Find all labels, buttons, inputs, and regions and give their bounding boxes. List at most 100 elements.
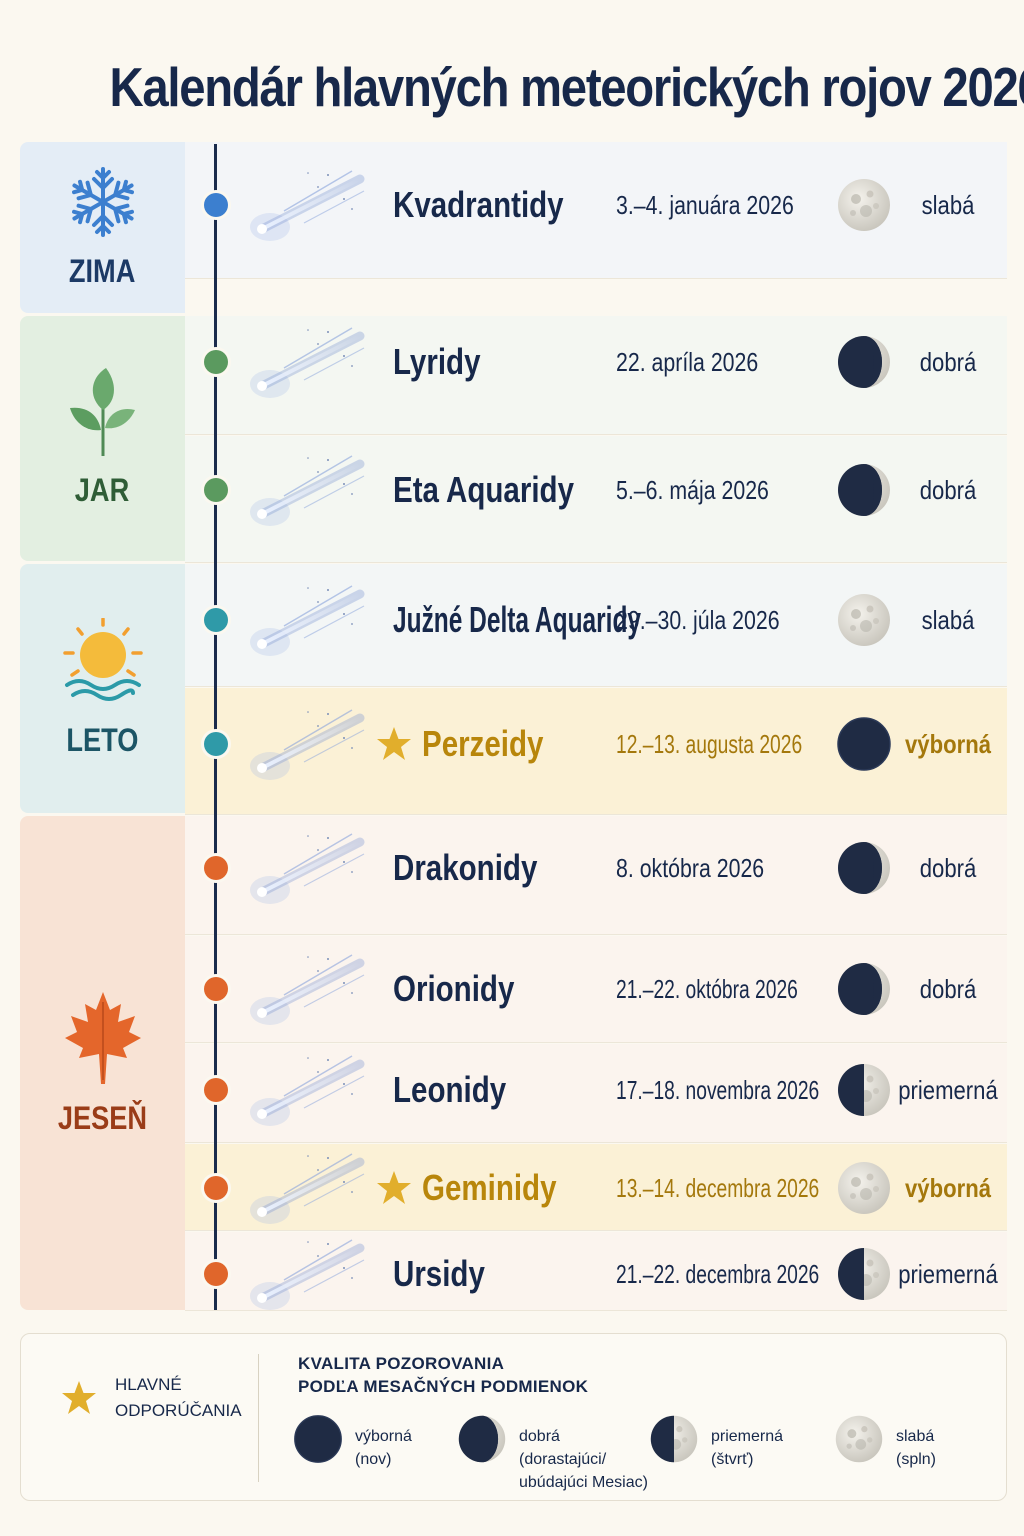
observation-quality: dobrá (919, 853, 977, 883)
moon-phase-icon (836, 1246, 892, 1302)
season-panel-jesen: JESEŇ (20, 816, 185, 1310)
shower-name: Perzeidy (422, 723, 544, 764)
new-moon-icon (294, 1415, 342, 1463)
shower-date: 5.–6. mája 2026 (616, 475, 769, 505)
legend-recommend-line2: ODPORÚČANIA (115, 1401, 242, 1420)
full-moon-icon (838, 1162, 890, 1214)
observation-quality: dobrá (919, 475, 977, 505)
timeline-dot (204, 1176, 228, 1200)
full-moon-icon (838, 594, 890, 646)
leaves-icon (69, 368, 135, 456)
legend-item-label: slabá (896, 1428, 935, 1445)
legend-heading-line1: KVALITA POZOROVANIA (298, 1354, 505, 1373)
crescent-moon-icon (838, 842, 890, 894)
meteor-icon (248, 1234, 368, 1314)
shower-date: 29.–30. júla 2026 (616, 605, 780, 635)
observation-quality: priemerná (898, 1259, 998, 1289)
timeline-dot (204, 977, 228, 1001)
legend-moon (457, 1414, 507, 1464)
legend-moon (293, 1414, 343, 1464)
shower-date: 13.–14. decembra 2026 (616, 1173, 820, 1203)
star-icon (376, 726, 412, 762)
moon-phase-icon (836, 1062, 892, 1118)
observation-quality: slabá (921, 190, 975, 220)
shower-name: Lyridy (393, 341, 481, 382)
observation-quality: slabá (921, 605, 975, 635)
moon-phase-icon (836, 177, 892, 233)
timeline-dot (204, 193, 228, 217)
moon-phase-icon (836, 961, 892, 1017)
season-panel-leto: LETO (20, 564, 185, 813)
season-label-jar: JAR (75, 472, 130, 508)
timeline-dot (204, 478, 228, 502)
legend-item-sub1: (nov) (355, 1451, 392, 1468)
timeline-dot (204, 350, 228, 374)
season-panel-jar: JAR (20, 316, 185, 561)
moon-phase-icon (836, 716, 892, 772)
legend-item-sub1: (spln) (896, 1451, 937, 1468)
shower-date: 21.–22. októbra 2026 (616, 974, 798, 1004)
maple-leaf-icon (64, 991, 141, 1084)
moon-phase-icon (836, 840, 892, 896)
legend-moon (834, 1414, 884, 1464)
season-panel-zima: ZIMA (20, 142, 185, 313)
shower-date: 21.–22. decembra 2026 (616, 1259, 820, 1289)
shower-name: Leonidy (393, 1069, 507, 1110)
sun-waves-icon (62, 618, 143, 701)
meteor-icon (248, 1050, 368, 1130)
meteor-icon (248, 949, 368, 1029)
legend-item-sub1: (štvrť) (711, 1451, 754, 1468)
legend-recommend-line1: HLAVNÉ (115, 1375, 182, 1394)
observation-quality: dobrá (919, 974, 977, 1004)
meteor-icon (248, 322, 368, 402)
crescent-moon-icon (458, 1415, 506, 1463)
meteor-icon (248, 704, 368, 784)
timeline-dot (204, 1078, 228, 1102)
shower-date: 17.–18. novembra 2026 (616, 1075, 820, 1105)
observation-quality: priemerná (898, 1075, 998, 1105)
observation-quality: výborná (905, 1173, 991, 1203)
legend-item-sub2: ubúdajúci Mesiac) (519, 1474, 648, 1491)
crescent-moon-icon (838, 963, 890, 1015)
legend-divider (258, 1354, 259, 1482)
meteor-icon (248, 828, 368, 908)
timeline-dot (204, 1262, 228, 1286)
shower-name: Eta Aquaridy (393, 469, 574, 510)
shower-name: Orionidy (393, 968, 515, 1009)
moon-phase-icon (836, 592, 892, 648)
legend-item-label: priemerná (711, 1428, 784, 1445)
meteor-icon (248, 450, 368, 530)
shower-name: Geminidy (422, 1167, 557, 1208)
full-moon-icon (835, 1415, 883, 1463)
quarter-moon-icon (838, 1248, 890, 1300)
star-icon (376, 1170, 412, 1206)
season-label-leto: LETO (66, 722, 139, 758)
legend-moon (649, 1414, 699, 1464)
shower-name: Drakonidy (393, 847, 538, 888)
meteor-icon (248, 580, 368, 660)
star-icon (62, 1381, 96, 1414)
season-label-zima: ZIMA (69, 253, 136, 289)
shower-date: 8. októbra 2026 (616, 853, 765, 883)
observation-quality: výborná (905, 729, 991, 759)
timeline-line (214, 144, 217, 1310)
crescent-moon-icon (838, 464, 890, 516)
shower-date: 12.–13. augusta 2026 (616, 729, 803, 759)
legend-item-sub1: (dorastajúci/ (519, 1451, 607, 1468)
quarter-moon-icon (838, 1064, 890, 1116)
full-moon-icon (838, 179, 890, 231)
snowflake-icon (67, 167, 138, 237)
moon-phase-icon (836, 334, 892, 390)
legend: HLAVNÉ ODPORÚČANIA KVALITA POZOROVANIA P… (20, 1333, 1007, 1501)
crescent-moon-icon (838, 336, 890, 388)
quarter-moon-icon (650, 1415, 698, 1463)
shower-date: 22. apríla 2026 (616, 347, 759, 377)
timeline-dot (204, 608, 228, 632)
moon-phase-icon (836, 1160, 892, 1216)
new-moon-icon (837, 717, 891, 771)
page-title: Kalendár hlavných meteorických rojov 202… (109, 56, 1024, 118)
moon-phase-icon (836, 462, 892, 518)
shower-name: Ursidy (393, 1253, 485, 1294)
shower-date: 3.–4. januára 2026 (616, 190, 794, 220)
legend-heading-line2: PODĽA MESAČNÝCH PODMIENOK (298, 1377, 589, 1396)
